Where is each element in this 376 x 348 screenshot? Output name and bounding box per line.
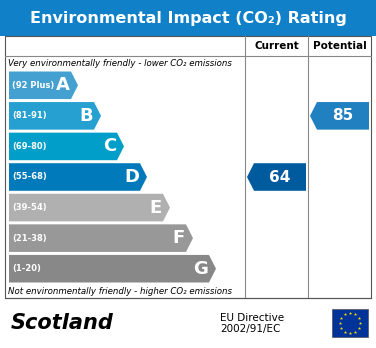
Text: 2002/91/EC: 2002/91/EC — [220, 324, 280, 334]
Text: Current: Current — [254, 41, 299, 51]
Polygon shape — [9, 102, 101, 130]
Bar — [332, 309, 368, 337]
Text: G: G — [193, 260, 208, 278]
Text: (69-80): (69-80) — [12, 142, 47, 151]
Text: 64: 64 — [269, 169, 291, 184]
Text: Environmental Impact (CO₂) Rating: Environmental Impact (CO₂) Rating — [30, 10, 346, 25]
Text: EU Directive: EU Directive — [220, 313, 284, 323]
Text: C: C — [103, 137, 116, 156]
Polygon shape — [9, 224, 193, 252]
Text: Not environmentally friendly - higher CO₂ emissions: Not environmentally friendly - higher CO… — [8, 286, 232, 295]
Polygon shape — [9, 71, 78, 99]
Text: 85: 85 — [332, 108, 353, 123]
Text: (1-20): (1-20) — [12, 264, 41, 273]
Text: Scotland: Scotland — [11, 313, 114, 333]
Polygon shape — [9, 163, 147, 191]
Bar — [0, 0, 376, 36]
Text: (39-54): (39-54) — [12, 203, 47, 212]
Text: B: B — [79, 107, 93, 125]
Text: (81-91): (81-91) — [12, 111, 47, 120]
Polygon shape — [9, 194, 170, 221]
Text: A: A — [56, 76, 70, 94]
Bar — [5, 36, 371, 298]
Polygon shape — [9, 133, 124, 160]
Text: E: E — [150, 199, 162, 216]
Text: Potential: Potential — [312, 41, 366, 51]
Text: (55-68): (55-68) — [12, 173, 47, 182]
Text: (21-38): (21-38) — [12, 234, 47, 243]
Text: Very environmentally friendly - lower CO₂ emissions: Very environmentally friendly - lower CO… — [8, 58, 232, 68]
Text: D: D — [124, 168, 139, 186]
Polygon shape — [9, 255, 216, 283]
Polygon shape — [310, 102, 369, 130]
Polygon shape — [247, 163, 306, 191]
Text: F: F — [173, 229, 185, 247]
Text: (92 Plus): (92 Plus) — [12, 81, 54, 90]
